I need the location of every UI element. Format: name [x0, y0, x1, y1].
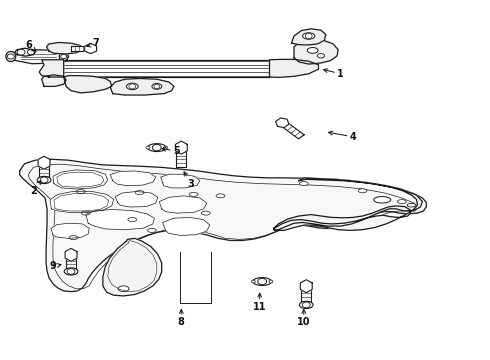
Text: 1: 1 — [323, 69, 344, 79]
Text: 3: 3 — [184, 172, 195, 189]
Circle shape — [61, 54, 67, 59]
Ellipse shape — [69, 235, 78, 240]
Circle shape — [129, 84, 136, 89]
Ellipse shape — [152, 84, 162, 89]
Polygon shape — [279, 121, 304, 139]
Polygon shape — [103, 238, 162, 296]
Ellipse shape — [407, 203, 416, 207]
Polygon shape — [39, 60, 64, 77]
Ellipse shape — [374, 197, 391, 203]
Polygon shape — [64, 76, 112, 93]
Ellipse shape — [307, 48, 318, 53]
Ellipse shape — [251, 280, 255, 283]
Polygon shape — [300, 280, 312, 293]
Polygon shape — [110, 78, 174, 95]
Polygon shape — [50, 192, 114, 212]
Polygon shape — [276, 118, 289, 128]
Circle shape — [40, 177, 48, 183]
Circle shape — [305, 33, 312, 39]
Circle shape — [152, 144, 161, 151]
Polygon shape — [273, 178, 422, 230]
Ellipse shape — [299, 301, 313, 309]
Ellipse shape — [146, 146, 150, 149]
Polygon shape — [20, 159, 426, 292]
Text: 9: 9 — [49, 261, 61, 271]
Ellipse shape — [299, 181, 308, 186]
Ellipse shape — [128, 217, 137, 221]
Circle shape — [7, 54, 14, 59]
Polygon shape — [110, 171, 156, 186]
Text: 6: 6 — [25, 40, 36, 51]
Polygon shape — [71, 46, 91, 51]
Ellipse shape — [126, 83, 138, 90]
Polygon shape — [42, 75, 66, 86]
Polygon shape — [294, 40, 338, 64]
Ellipse shape — [216, 194, 225, 198]
Text: 8: 8 — [178, 310, 185, 327]
Circle shape — [17, 49, 25, 55]
Polygon shape — [163, 217, 210, 235]
Circle shape — [154, 84, 160, 89]
Ellipse shape — [76, 189, 85, 194]
Polygon shape — [51, 223, 89, 238]
Circle shape — [67, 269, 75, 274]
Polygon shape — [47, 42, 82, 54]
Polygon shape — [161, 174, 200, 188]
Text: 4: 4 — [329, 131, 356, 142]
Circle shape — [302, 302, 310, 308]
Polygon shape — [292, 29, 326, 45]
Polygon shape — [10, 50, 69, 64]
Text: 11: 11 — [253, 293, 267, 312]
Polygon shape — [86, 210, 154, 230]
Ellipse shape — [64, 268, 78, 275]
Text: 5: 5 — [162, 146, 180, 156]
Circle shape — [27, 50, 34, 55]
Circle shape — [258, 278, 267, 285]
Ellipse shape — [147, 229, 156, 233]
Ellipse shape — [201, 211, 210, 215]
Ellipse shape — [318, 54, 325, 58]
Text: 10: 10 — [297, 310, 311, 327]
Polygon shape — [53, 170, 108, 189]
Polygon shape — [175, 141, 187, 154]
Polygon shape — [115, 192, 158, 207]
Polygon shape — [65, 248, 77, 261]
Ellipse shape — [118, 286, 129, 292]
Ellipse shape — [253, 278, 271, 285]
Ellipse shape — [164, 146, 168, 149]
Ellipse shape — [59, 52, 68, 61]
Polygon shape — [38, 156, 50, 169]
Ellipse shape — [147, 144, 166, 152]
Text: 7: 7 — [87, 38, 99, 48]
Ellipse shape — [135, 191, 144, 194]
Ellipse shape — [37, 176, 51, 184]
Ellipse shape — [6, 51, 16, 62]
Polygon shape — [159, 196, 207, 213]
Polygon shape — [85, 44, 97, 54]
Ellipse shape — [397, 199, 406, 203]
Text: 2: 2 — [30, 181, 41, 196]
Polygon shape — [270, 59, 318, 77]
Polygon shape — [15, 48, 35, 56]
Ellipse shape — [189, 192, 198, 197]
Ellipse shape — [303, 33, 315, 39]
Ellipse shape — [81, 211, 90, 215]
Ellipse shape — [358, 189, 367, 193]
Ellipse shape — [269, 280, 273, 283]
